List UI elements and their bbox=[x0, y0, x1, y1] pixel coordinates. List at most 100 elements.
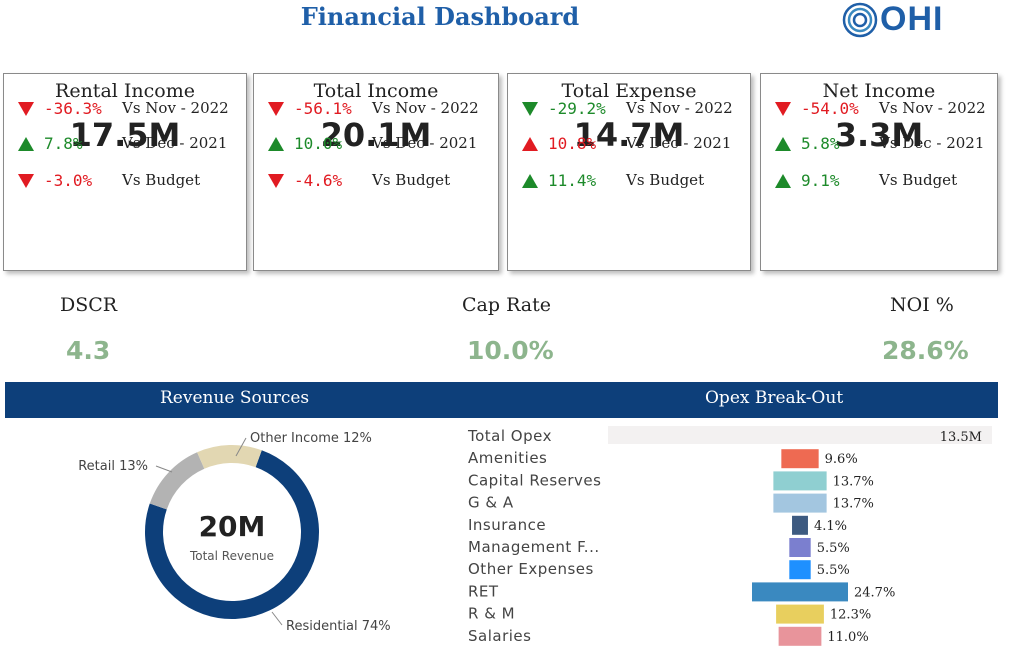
revenue-sources-title: Revenue Sources bbox=[160, 388, 310, 408]
kpi-comparison-label: Vs Budget bbox=[879, 171, 958, 189]
revenue-donut-chart: Residential 74% Retail 13% Other Income 12… bbox=[78, 431, 391, 634]
kpi-comparison-row: 10.0% Vs Dec - 2021 bbox=[254, 132, 498, 156]
donut-slice-residential bbox=[145, 450, 319, 619]
donut-slice-other-income bbox=[197, 445, 262, 469]
kpi-value: 17.5M bbox=[69, 116, 181, 154]
kpi-change-pct: -36.3% bbox=[44, 99, 102, 118]
kpi-comparison-label: Vs Budget bbox=[626, 171, 705, 189]
metric-value: 10.0% bbox=[467, 336, 554, 365]
opex-category-label: R & M bbox=[468, 605, 515, 623]
kpi-comparison-row: -4.6% Vs Budget bbox=[254, 169, 498, 193]
triangle-up-icon bbox=[522, 137, 538, 151]
kpi-comparison-row: -3.0% Vs Budget bbox=[4, 169, 246, 193]
kpi-comparison-label: Vs Dec - 2021 bbox=[122, 134, 228, 152]
kpi-change-pct: -54.0% bbox=[801, 99, 859, 118]
donut-leader-line bbox=[155, 465, 173, 473]
opex-bar-chart: Total Opex 13.5M Amenities 9.6% Capital Rese… bbox=[467, 426, 992, 646]
opex-total-value: 13.5M bbox=[940, 430, 982, 445]
opex-category-label: G & A bbox=[468, 494, 514, 512]
kpi-comparison-row: -29.2% Vs Nov - 2022 bbox=[508, 97, 750, 121]
triangle-down-icon bbox=[18, 174, 34, 188]
kpi-value: 14.7M bbox=[573, 116, 685, 154]
triangle-up-icon bbox=[775, 174, 791, 188]
metric-value: 28.6% bbox=[882, 336, 969, 365]
kpi-change-pct: 7.8% bbox=[44, 134, 83, 153]
kpi-comparison-label: Vs Nov - 2022 bbox=[122, 99, 229, 117]
kpi-comparison-label: Vs Budget bbox=[372, 171, 451, 189]
opex-bar-value: 13.7% bbox=[833, 497, 874, 512]
kpi-label: Total Expense bbox=[561, 80, 697, 102]
opex-bar bbox=[752, 582, 848, 602]
kpi-comparison-label: Vs Nov - 2022 bbox=[879, 99, 986, 117]
kpi-card-total-expense: Total Expense 14.7M -29.2% Vs Nov - 2022 10.… bbox=[507, 73, 751, 271]
opex-bar-value: 5.5% bbox=[817, 563, 850, 578]
donut-leader-line bbox=[271, 611, 283, 626]
opex-total-bar bbox=[608, 426, 992, 444]
kpi-comparison-row: 10.8% Vs Dec - 2021 bbox=[508, 132, 750, 156]
donut-slice-label: Residential 74% bbox=[286, 619, 391, 634]
opex-bar bbox=[773, 493, 827, 513]
kpi-label: Total Income bbox=[313, 80, 439, 102]
kpi-comparison-label: Vs Dec - 2021 bbox=[372, 134, 478, 152]
kpi-comparison-row: -36.3% Vs Nov - 2022 bbox=[4, 97, 246, 121]
kpi-change-pct: 9.1% bbox=[801, 171, 840, 190]
opex-bar bbox=[789, 538, 811, 557]
opex-bar bbox=[789, 560, 811, 580]
kpi-comparison-row: 11.4% Vs Budget bbox=[508, 169, 750, 193]
kpi-label: Net Income bbox=[822, 80, 936, 102]
opex-bar bbox=[778, 626, 822, 646]
kpi-card-net-income: Net Income 3.3M -54.0% Vs Nov - 2022 5.8% Vs … bbox=[760, 73, 998, 271]
opex-total-label: Total Opex bbox=[467, 427, 552, 445]
kpi-change-pct: -4.6% bbox=[294, 171, 343, 190]
kpi-value: 20.1M bbox=[320, 116, 432, 154]
kpi-change-pct: -29.2% bbox=[548, 99, 606, 118]
donut-center-label: Total Revenue bbox=[189, 549, 274, 563]
kpi-change-pct: -3.0% bbox=[44, 171, 93, 190]
triangle-down-icon bbox=[522, 102, 538, 116]
triangle-down-icon bbox=[18, 102, 34, 116]
kpi-comparison-row: -54.0% Vs Nov - 2022 bbox=[761, 97, 997, 121]
kpi-change-pct: 5.8% bbox=[801, 134, 840, 153]
triangle-up-icon bbox=[522, 174, 538, 188]
kpi-change-pct: 11.4% bbox=[548, 171, 597, 190]
kpi-change-pct: -56.1% bbox=[294, 99, 352, 118]
kpi-comparison-label: Vs Nov - 2022 bbox=[372, 99, 479, 117]
logo-text: OHI bbox=[880, 0, 944, 38]
opex-category-label: RET bbox=[468, 582, 499, 600]
kpi-comparison-row: 9.1% Vs Budget bbox=[761, 169, 997, 193]
opex-bar-value: 5.5% bbox=[817, 541, 850, 556]
kpi-change-pct: 10.8% bbox=[548, 134, 597, 153]
donut-leader-line bbox=[235, 437, 247, 457]
triangle-down-icon bbox=[775, 102, 791, 116]
opex-bar bbox=[781, 449, 819, 469]
opex-category-label: Amenities bbox=[468, 449, 547, 467]
kpi-value: 3.3M bbox=[834, 116, 924, 154]
page-title: Financial Dashboard bbox=[300, 2, 580, 31]
metric-label: DSCR bbox=[60, 294, 118, 316]
triangle-down-icon bbox=[268, 102, 284, 116]
metric-label: NOI % bbox=[890, 294, 954, 316]
kpi-label: Rental Income bbox=[55, 80, 195, 102]
opex-bar-value: 12.3% bbox=[830, 608, 871, 623]
opex-breakout-title: Opex Break-Out bbox=[705, 388, 844, 408]
kpi-comparison-row: 5.8% Vs Dec - 2021 bbox=[761, 132, 997, 156]
triangle-down-icon bbox=[268, 174, 284, 188]
opex-category-label: Capital Reserves bbox=[468, 471, 601, 489]
opex-bar-value: 9.6% bbox=[825, 452, 858, 467]
kpi-card-total-income: Total Income 20.1M -56.1% Vs Nov - 2022 10.0… bbox=[253, 73, 499, 271]
kpi-comparison-label: Vs Dec - 2021 bbox=[626, 134, 732, 152]
kpi-comparison-label: Vs Dec - 2021 bbox=[879, 134, 985, 152]
section-header-band bbox=[5, 382, 998, 418]
metric-value: 4.3 bbox=[66, 336, 111, 365]
logo-rings-icon bbox=[842, 2, 878, 38]
opex-bar-value: 13.7% bbox=[833, 474, 874, 489]
opex-category-label: Management F... bbox=[468, 538, 600, 556]
triangle-up-icon bbox=[775, 137, 791, 151]
triangle-up-icon bbox=[268, 137, 284, 151]
triangle-up-icon bbox=[18, 137, 34, 151]
opex-bar bbox=[792, 515, 808, 535]
opex-bar-value: 11.0% bbox=[827, 630, 868, 645]
opex-category-label: Insurance bbox=[468, 516, 546, 534]
kpi-comparison-row: 7.8% Vs Dec - 2021 bbox=[4, 132, 246, 156]
opex-category-label: Other Expenses bbox=[468, 560, 594, 578]
